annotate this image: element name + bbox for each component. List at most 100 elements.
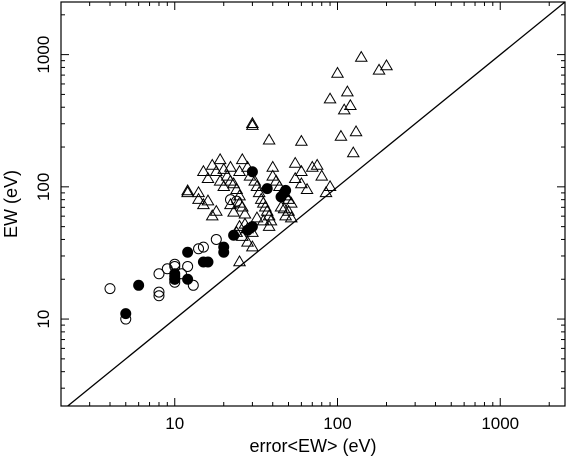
data-point-triangle (343, 98, 357, 111)
data-point-triangle (256, 214, 270, 226)
data-point-triangle (279, 209, 293, 221)
data-point-triangle (354, 50, 368, 62)
data-point-triangle (349, 124, 363, 137)
data-point-triangle (245, 116, 259, 128)
data-point-triangle (191, 185, 206, 198)
data-point-triangle (181, 184, 195, 196)
x-tick-label: 1000 (481, 414, 519, 433)
data-point-triangle (238, 207, 252, 219)
data-point-triangle (266, 169, 280, 181)
x-tick-label: 10 (165, 414, 184, 433)
data-point-triangle (232, 164, 247, 176)
data-point-triangle (266, 160, 280, 172)
data-point-triangle (305, 160, 319, 172)
data-point-open-circle (193, 243, 205, 255)
data-point-triangle (262, 133, 276, 145)
data-point-triangle (220, 169, 234, 181)
data-point-filled-circle (120, 308, 132, 320)
data-point-triangle (284, 196, 298, 208)
data-point-triangle (230, 182, 244, 195)
data-point-triangle (330, 66, 345, 78)
data-point-triangle (201, 171, 215, 184)
data-point-triangle (232, 219, 247, 231)
data-point-filled-circle (261, 183, 273, 195)
data-point-triangle (274, 200, 288, 212)
data-point-triangle (232, 196, 247, 208)
data-point-triangle (288, 156, 302, 168)
data-point-filled-circle (202, 256, 214, 268)
x-axis-title: error<EW> (eV) (249, 436, 376, 456)
data-point-triangle (294, 177, 308, 189)
data-point-triangle (288, 171, 302, 184)
data-point-filled-circle (182, 273, 194, 285)
data-point-open-circle (153, 286, 165, 298)
data-point-triangle (245, 118, 259, 130)
data-point-triangle (232, 189, 247, 201)
data-point-open-circle (182, 260, 194, 272)
data-point-triangle (294, 164, 308, 176)
data-point-triangle (262, 219, 276, 231)
ticks-layer: 10 100 1000 10 100 1000 (34, 2, 565, 433)
data-point-triangle (217, 162, 231, 174)
reference-line-y-equals-x (67, 1, 566, 407)
data-point-filled-circle (228, 229, 240, 241)
data-point-triangle (264, 214, 278, 226)
data-point-open-circle (210, 233, 222, 245)
data-point-triangle (201, 194, 215, 206)
data-point-triangle (196, 197, 210, 210)
y-tick-label: 1000 (34, 36, 53, 74)
x-tick-label: 100 (323, 414, 351, 433)
data-point-triangle (223, 160, 238, 172)
data-point-triangle (217, 179, 231, 192)
data-point-triangle (213, 152, 227, 165)
reference-line-layer (67, 1, 566, 407)
data-point-triangle (227, 205, 241, 217)
data-point-triangle (379, 59, 394, 71)
data-point-triangle (181, 185, 195, 198)
data-point-filled-circle (246, 166, 258, 178)
data-point-triangle (245, 240, 259, 252)
data-point-open-circle (224, 194, 236, 206)
data-point-filled-circle (169, 268, 181, 280)
data-point-open-circle (153, 268, 165, 280)
data-point-open-circle (104, 283, 116, 295)
data-point-triangle (284, 211, 298, 223)
data-point-filled-circle (182, 246, 194, 258)
plot-frame (60, 1, 566, 407)
data-point-triangle (196, 164, 210, 176)
data-point-open-circle (169, 258, 181, 270)
data-point-filled-circle (246, 221, 258, 233)
data-point-triangle (240, 235, 255, 247)
data-point-triangle (260, 204, 274, 216)
data-point-open-circle (197, 241, 209, 253)
data-point-triangle (300, 182, 314, 195)
data-point-triangle (294, 134, 308, 146)
y-axis-title: EW (eV) (1, 170, 21, 238)
data-point-triangle (250, 211, 264, 223)
data-points-layer (104, 50, 394, 325)
data-point-filled-circle (280, 184, 292, 196)
data-point-triangle (191, 192, 206, 204)
data-point-triangle (227, 177, 241, 189)
data-point-triangle (223, 174, 238, 186)
data-point-triangle (340, 85, 354, 97)
data-point-triangle (319, 185, 333, 198)
data-point-triangle (205, 158, 219, 170)
data-point-triangle (235, 152, 249, 165)
data-point-triangle (209, 204, 223, 216)
data-point-triangle (232, 255, 247, 267)
data-point-triangle (310, 158, 324, 170)
data-point-triangle (235, 229, 249, 241)
data-point-triangle (277, 201, 291, 214)
data-point-filled-circle (133, 279, 145, 291)
data-point-triangle (323, 92, 337, 104)
data-point-open-circle (231, 195, 243, 207)
data-point-triangle (323, 179, 337, 192)
y-tick-label: 100 (34, 173, 53, 201)
data-point-open-circle (187, 279, 199, 291)
data-point-filled-circle (218, 241, 230, 253)
data-point-open-circle (153, 290, 165, 302)
data-point-triangle (269, 174, 283, 186)
y-tick-label: 10 (34, 310, 53, 329)
